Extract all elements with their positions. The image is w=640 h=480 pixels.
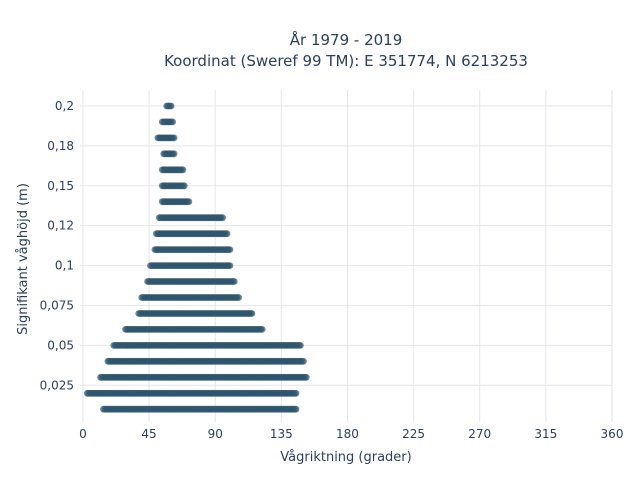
scatter-band xyxy=(160,150,178,158)
scatter-band xyxy=(97,373,310,381)
x-tick-label: 180 xyxy=(336,427,359,441)
scatter-point xyxy=(170,150,178,158)
scatter-point xyxy=(235,294,243,301)
scatter-band xyxy=(100,405,300,413)
tick-labels: 0 45 90 135 180 225 270 315 360 0,025 0,05 0,075 0,1… xyxy=(40,99,624,441)
scatter-point xyxy=(258,326,266,333)
x-tick-label: 225 xyxy=(402,427,425,441)
scatter-band xyxy=(144,278,238,285)
y-axis-label: Signifikant våghöjd (m) xyxy=(16,183,31,335)
scatter-band xyxy=(122,326,266,333)
chart-subtitle: Koordinat (Sweref 99 TM): E 351774, N 62… xyxy=(164,52,528,70)
scatter-point xyxy=(292,405,300,413)
scatter-point xyxy=(226,246,234,254)
y-tick-label: 0,12 xyxy=(47,219,74,233)
scatter-band xyxy=(147,262,234,269)
scatter-point xyxy=(223,230,231,238)
x-tick-label: 0 xyxy=(79,427,87,441)
y-tick-label: 0,1 xyxy=(55,259,74,273)
scatter-band xyxy=(156,214,227,222)
x-tick-label: 90 xyxy=(208,427,223,441)
scatter-point xyxy=(300,357,307,365)
x-tick-label: 135 xyxy=(270,427,293,441)
scatter-band xyxy=(154,134,178,142)
scatter-band xyxy=(135,310,256,317)
scatter-point xyxy=(248,310,256,317)
scatter-band xyxy=(104,357,307,365)
scatter-band xyxy=(158,118,177,126)
chart-title: År 1979 - 2019 xyxy=(290,30,403,49)
x-tick-label: 315 xyxy=(534,427,557,441)
scatter-band xyxy=(151,246,234,254)
x-axis-label: Vågriktning (grader) xyxy=(280,450,411,465)
scatter-point xyxy=(167,102,175,110)
y-tick-label: 0,2 xyxy=(55,99,74,113)
scatter-band xyxy=(158,166,187,174)
x-tick-label: 360 xyxy=(601,427,624,441)
scatter-band xyxy=(83,389,300,397)
scatter-point xyxy=(230,278,238,285)
scatter-point xyxy=(180,182,188,190)
scatter-point xyxy=(302,373,310,381)
scatter-band xyxy=(163,102,175,110)
scatter-point xyxy=(170,134,178,142)
scatter-point xyxy=(297,342,304,349)
x-tick-label: 45 xyxy=(141,427,156,441)
scatter-band xyxy=(158,182,188,190)
y-tick-label: 0,15 xyxy=(47,179,74,193)
scatter-point xyxy=(292,389,300,397)
scatter-band xyxy=(110,342,304,349)
scatter-points xyxy=(83,102,310,413)
x-tick-label: 270 xyxy=(468,427,491,441)
scatter-point xyxy=(179,166,187,174)
scatter-band xyxy=(158,198,193,206)
scatter-point xyxy=(226,262,234,269)
y-tick-label: 0,025 xyxy=(40,378,74,392)
scatter-point xyxy=(185,198,193,206)
scatter-band xyxy=(153,230,231,238)
y-tick-label: 0,075 xyxy=(40,298,74,312)
scatter-band xyxy=(138,294,243,301)
scatter-point xyxy=(219,214,227,222)
y-tick-label: 0,18 xyxy=(47,139,74,153)
scatter-point xyxy=(169,118,177,126)
y-tick-label: 0,05 xyxy=(47,338,74,352)
